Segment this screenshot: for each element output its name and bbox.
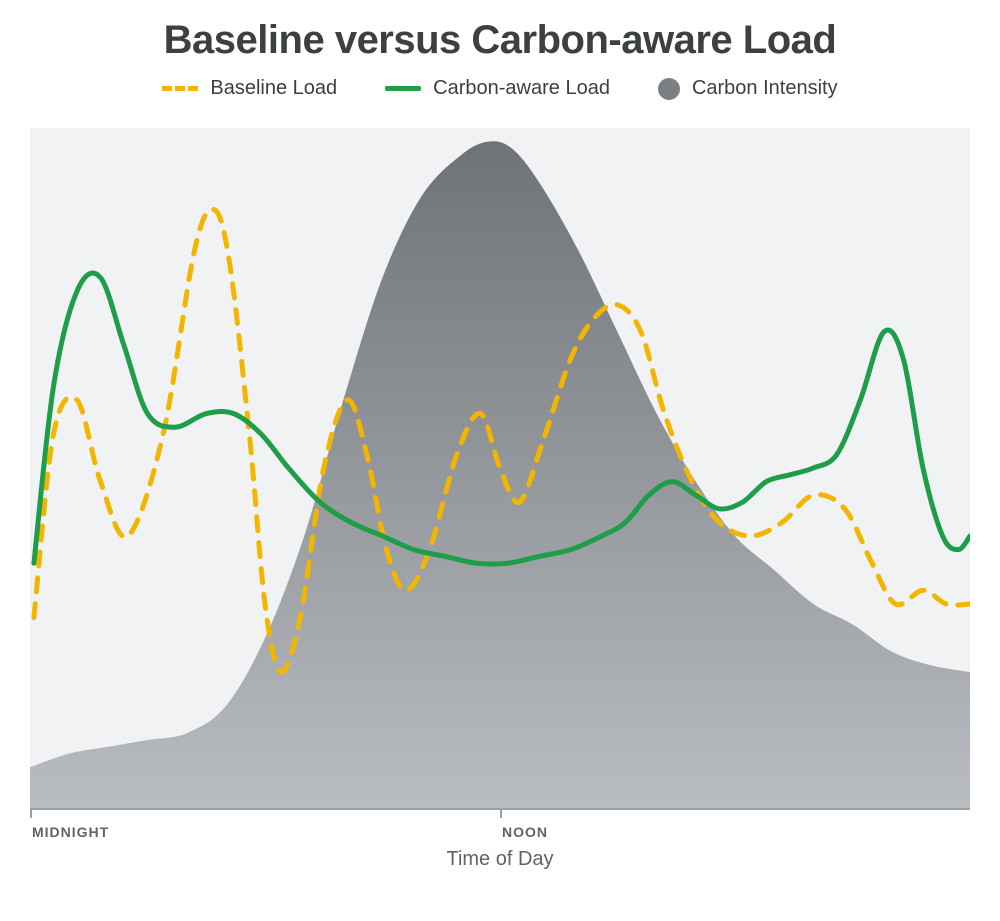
legend-item-carbon-aware: Carbon-aware Load — [385, 77, 610, 100]
legend-swatch-carbon-intensity — [658, 78, 680, 100]
legend-label-carbon-aware: Carbon-aware Load — [433, 77, 610, 100]
legend-item-carbon-intensity: Carbon Intensity — [658, 77, 838, 100]
legend-label-baseline: Baseline Load — [210, 77, 337, 100]
x-tick-midnight — [30, 808, 32, 818]
x-axis-title: Time of Day — [446, 848, 553, 871]
area-carbon-intensity — [30, 141, 970, 808]
x-tick-label-midnight: MIDNIGHT — [32, 824, 109, 840]
x-tick-noon — [500, 808, 502, 818]
legend: Baseline Load Carbon-aware Load Carbon I… — [0, 77, 1000, 100]
plot-area: MIDNIGHT NOON Time of Day — [30, 128, 970, 878]
legend-swatch-baseline — [162, 86, 198, 91]
legend-swatch-carbon-aware — [385, 86, 421, 91]
legend-label-carbon-intensity: Carbon Intensity — [692, 77, 838, 100]
x-tick-label-noon: NOON — [502, 824, 548, 840]
legend-item-baseline: Baseline Load — [162, 77, 337, 100]
chart-title: Baseline versus Carbon-aware Load — [0, 18, 1000, 63]
chart-svg — [30, 128, 970, 808]
